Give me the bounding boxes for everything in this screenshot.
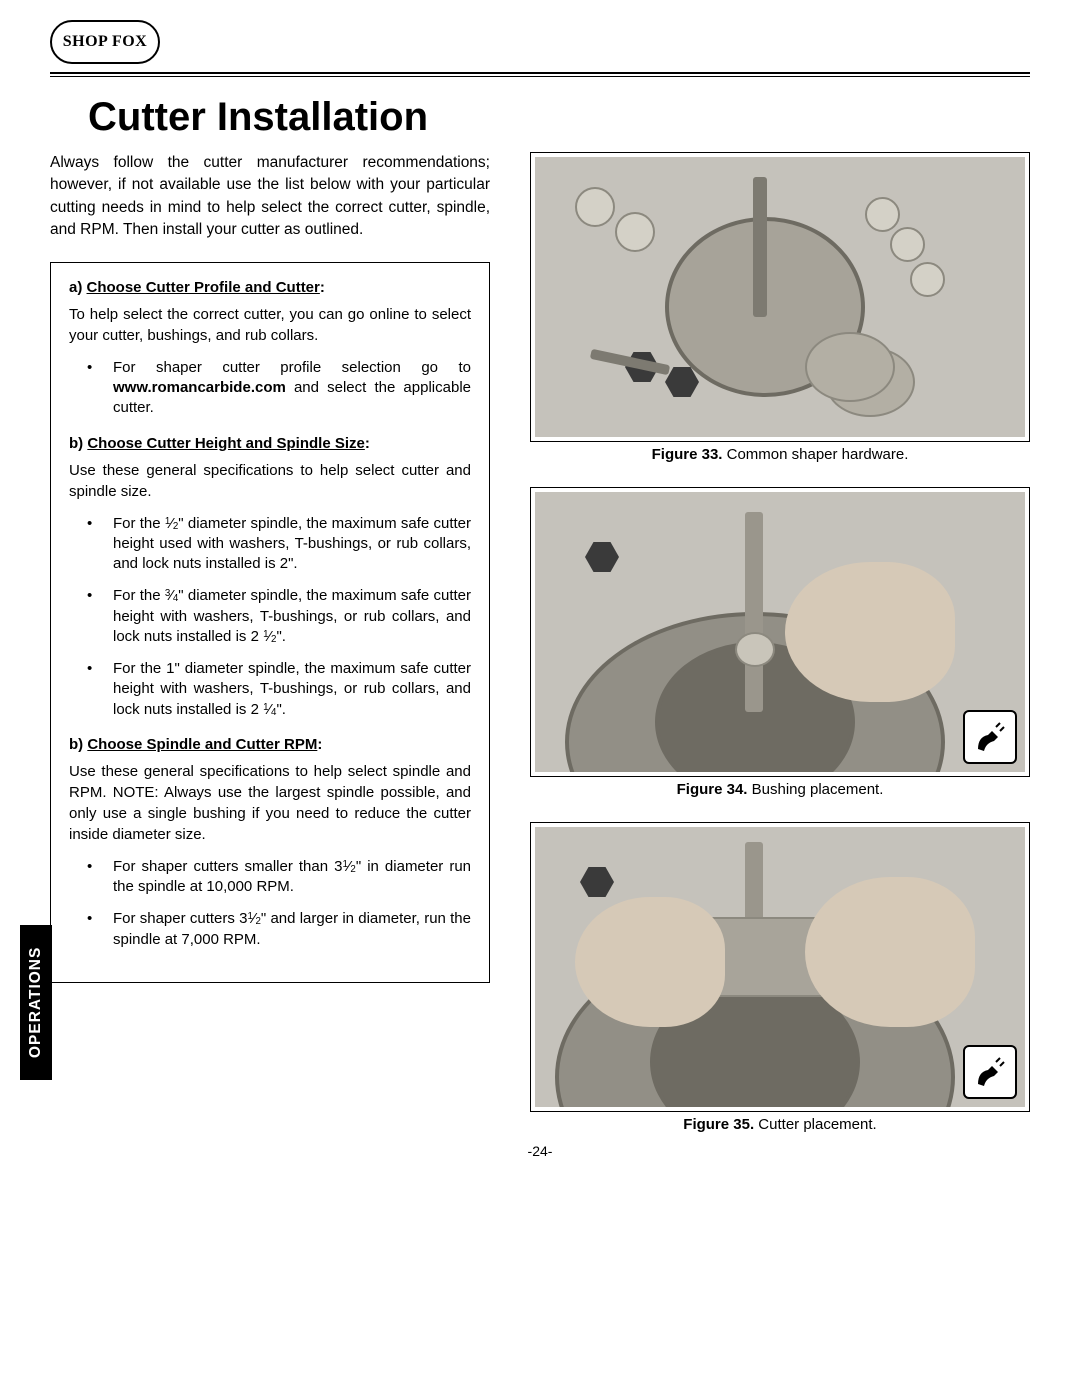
figure-34: Figure 34. Bushing placement. (530, 487, 1030, 808)
bullet-text-pre: For shaper cutter profile selection go t… (113, 359, 471, 376)
figure-33-text: Common shaper hardware. (722, 446, 908, 463)
figure-35-image (535, 827, 1025, 1107)
step-a-colon: : (320, 279, 325, 296)
unplug-icon (963, 710, 1017, 764)
figure-35-label: Figure 35. (683, 1116, 754, 1133)
step-b1-colon: : (365, 435, 370, 452)
figure-33: Figure 33. Common shaper hardware. (530, 152, 1030, 473)
step-a-body: To help select the correct cutter, you c… (69, 304, 471, 346)
header: SHOP FOX (50, 20, 1030, 64)
step-a-title: Choose Cutter Profile and Cutter (87, 279, 320, 296)
step-b2-bullets: For shaper cutters smaller than 31⁄2" in… (69, 857, 471, 950)
step-b1-heading: b) Choose Cutter Height and Spindle Size… (69, 435, 471, 452)
figure-33-caption: Figure 33. Common shaper hardware. (530, 446, 1030, 463)
step-a-bullets: For shaper cutter profile selection go t… (69, 358, 471, 419)
steps-box: a) Choose Cutter Profile and Cutter: To … (50, 262, 490, 983)
step-a-heading: a) Choose Cutter Profile and Cutter: (69, 279, 471, 296)
figure-34-label: Figure 34. (677, 781, 748, 798)
step-b2-colon: : (317, 736, 322, 753)
step-b1-bullet-3: For the 1" diameter spindle, the maximum… (69, 659, 471, 720)
figure-33-image (535, 157, 1025, 437)
step-b2-body: Use these general specifications to help… (69, 761, 471, 845)
figure-35: Figure 35. Cutter placement. (530, 822, 1030, 1133)
page-title: Cutter Installation (88, 95, 1030, 140)
figure-33-label: Figure 33. (652, 446, 723, 463)
step-b2-title: Choose Spindle and Cutter RPM (87, 736, 317, 753)
shopfox-logo: SHOP FOX (50, 20, 160, 64)
step-b2-bullet-2: For shaper cutters 31⁄2" and larger in d… (69, 909, 471, 950)
intro-paragraph: Always follow the cutter manufacturer re… (50, 152, 490, 242)
step-b1-prefix: b) (69, 435, 87, 452)
bullet-url: www.romancarbide.com (113, 379, 286, 396)
figure-34-image (535, 492, 1025, 772)
figure-35-caption: Figure 35. Cutter placement. (530, 1116, 1030, 1133)
header-rule (50, 72, 1030, 77)
step-b1-bullets: For the 1⁄2" diameter spindle, the maxim… (69, 514, 471, 720)
step-b2-bullet-1: For shaper cutters smaller than 31⁄2" in… (69, 857, 471, 898)
step-b1-bullet-1: For the 1⁄2" diameter spindle, the maxim… (69, 514, 471, 575)
left-column: Always follow the cutter manufacturer re… (50, 152, 490, 1133)
figure-35-text: Cutter placement. (754, 1116, 877, 1133)
step-b2-heading: b) Choose Spindle and Cutter RPM: (69, 736, 471, 753)
page-number: -24- (50, 1143, 1030, 1159)
step-b1-body: Use these general specifications to help… (69, 460, 471, 502)
unplug-icon (963, 1045, 1017, 1099)
logo-text: SHOP FOX (63, 33, 147, 51)
figure-34-text: Bushing placement. (747, 781, 883, 798)
step-a-prefix: a) (69, 279, 87, 296)
step-a-bullet-1: For shaper cutter profile selection go t… (69, 358, 471, 419)
figure-34-caption: Figure 34. Bushing placement. (530, 781, 1030, 798)
step-b1-bullet-2: For the 3⁄4" diameter spindle, the maxim… (69, 586, 471, 647)
step-b1-title: Choose Cutter Height and Spindle Size (87, 435, 365, 452)
step-b2-prefix: b) (69, 736, 87, 753)
section-tab: OPERATIONS (20, 925, 52, 1080)
right-column: Figure 33. Common shaper hardware. (530, 152, 1030, 1133)
